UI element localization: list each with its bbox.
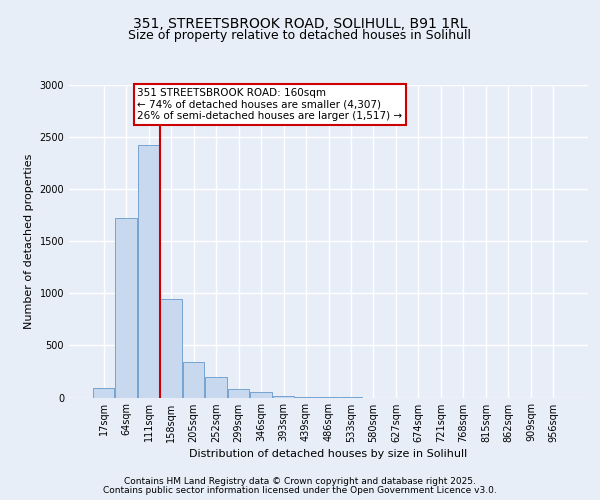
Bar (295, 397, 317, 398)
Bar (205, 376, 227, 398)
Bar (92, 388, 115, 398)
Bar (182, 362, 205, 398)
Text: Size of property relative to detached houses in Solihull: Size of property relative to detached ho… (128, 29, 472, 42)
X-axis label: Distribution of detached houses by size in Solihull: Distribution of detached houses by size … (190, 449, 467, 459)
Text: 351 STREETSBROOK ROAD: 160sqm
← 74% of detached houses are smaller (4,307)
26% o: 351 STREETSBROOK ROAD: 160sqm ← 74% of d… (137, 88, 403, 122)
Bar (115, 218, 137, 398)
Bar (250, 392, 272, 398)
Bar (272, 396, 295, 398)
Text: Contains public sector information licensed under the Open Government Licence v3: Contains public sector information licen… (103, 486, 497, 495)
Text: Contains HM Land Registry data © Crown copyright and database right 2025.: Contains HM Land Registry data © Crown c… (124, 477, 476, 486)
Bar (160, 298, 182, 398)
Bar (137, 146, 160, 398)
Y-axis label: Number of detached properties: Number of detached properties (24, 154, 34, 329)
Bar (227, 389, 250, 398)
Text: 351, STREETSBROOK ROAD, SOLIHULL, B91 1RL: 351, STREETSBROOK ROAD, SOLIHULL, B91 1R… (133, 18, 467, 32)
